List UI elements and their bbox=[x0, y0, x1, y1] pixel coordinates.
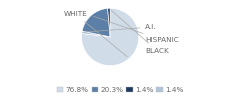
Wedge shape bbox=[108, 8, 110, 37]
Legend: 76.8%, 20.3%, 1.4%, 1.4%: 76.8%, 20.3%, 1.4%, 1.4% bbox=[54, 84, 186, 96]
Text: WHITE: WHITE bbox=[63, 11, 127, 57]
Wedge shape bbox=[82, 31, 110, 37]
Wedge shape bbox=[82, 8, 110, 37]
Text: BLACK: BLACK bbox=[111, 10, 169, 54]
Wedge shape bbox=[81, 8, 139, 66]
Text: HISPANIC: HISPANIC bbox=[94, 16, 179, 43]
Text: A.I.: A.I. bbox=[85, 24, 157, 32]
